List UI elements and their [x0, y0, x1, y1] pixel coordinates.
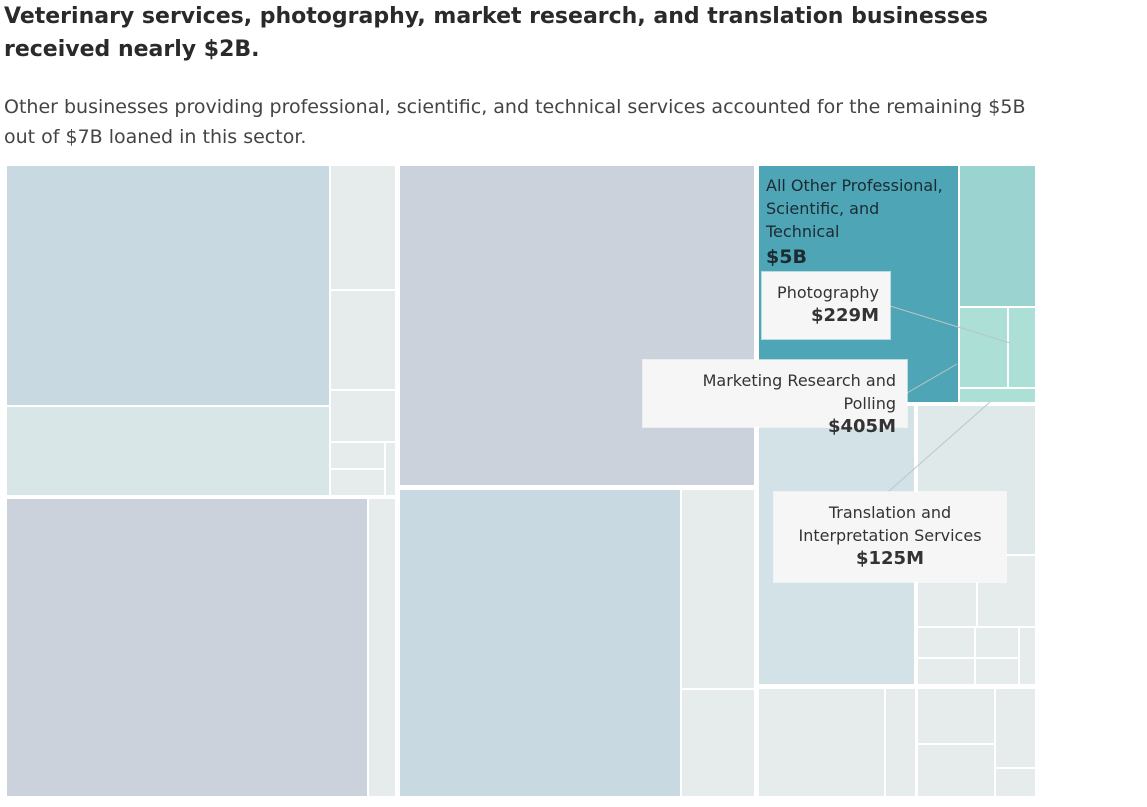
- cell-bottom-1: [757, 687, 886, 798]
- leader-line-translation: [887, 401, 991, 493]
- leader-line-photography: [889, 305, 1011, 344]
- cell-middle-top-large: [398, 164, 756, 487]
- cell-left-top-strip-3: [329, 389, 397, 443]
- cell-right-small-5: [1018, 626, 1037, 686]
- treemap-cells: [5, 164, 1037, 798]
- main-segment-name: All Other Professional, Scientific, and …: [766, 176, 943, 241]
- main-segment-value: $5B: [766, 246, 807, 268]
- cell-left-top-strip-1: [329, 164, 397, 291]
- cell-left-top-strip-4: [329, 441, 386, 470]
- cell-left-top-lower: [5, 405, 331, 497]
- marketing-research-name: Marketing Research and Polling: [702, 371, 896, 413]
- marketing-research-callout: Marketing Research and Polling $405M: [643, 360, 907, 437]
- cell-left-top-large: [5, 164, 331, 407]
- translation-value: $125M: [855, 548, 924, 569]
- cell-left-top-strip-6: [384, 441, 397, 497]
- cell-middle-bottom-large: [398, 488, 682, 798]
- cell-bottom-3: [916, 687, 996, 745]
- translation-callout: Translation and Interpretation Services …: [774, 492, 1006, 582]
- translation-name: Translation and Interpretation Services: [798, 503, 982, 545]
- chart-title: Veterinary services, photography, market…: [4, 4, 988, 62]
- chart-subtitle: Other businesses providing professional,…: [4, 96, 1026, 148]
- cell-left-top-strip-5: [329, 468, 386, 497]
- leader-lines: [887, 305, 1011, 493]
- main-segment-label: All Other Professional, Scientific, and …: [766, 174, 956, 269]
- cell-left-bottom-large: [5, 497, 369, 798]
- cell-translation: [958, 387, 1037, 404]
- cell-right-small-3: [916, 626, 976, 659]
- cell-right-small-4: [974, 626, 1020, 659]
- photography-callout: Photography $229M: [762, 272, 890, 339]
- cell-middle-bottom-strip-1: [680, 488, 756, 690]
- cell-right-small-6: [916, 657, 976, 686]
- cell-bottom-2: [884, 687, 917, 798]
- cell-highlight-teal: [958, 164, 1037, 308]
- cell-middle-bottom-strip-2: [680, 688, 756, 798]
- cell-left-top-strip-2: [329, 289, 397, 391]
- photography-name: Photography: [777, 283, 879, 302]
- cell-bottom-6: [994, 767, 1037, 798]
- leader-line-marketing-research: [906, 363, 958, 394]
- photography-value: $229M: [810, 305, 879, 326]
- cell-marketing-research: [1007, 306, 1037, 389]
- cell-bottom-4: [994, 687, 1037, 769]
- cell-bottom-5: [916, 743, 996, 798]
- marketing-research-value: $405M: [827, 416, 896, 437]
- cell-photography: [958, 306, 1009, 389]
- cell-left-bottom-strip: [367, 497, 397, 798]
- cell-right-small-7: [974, 657, 1020, 686]
